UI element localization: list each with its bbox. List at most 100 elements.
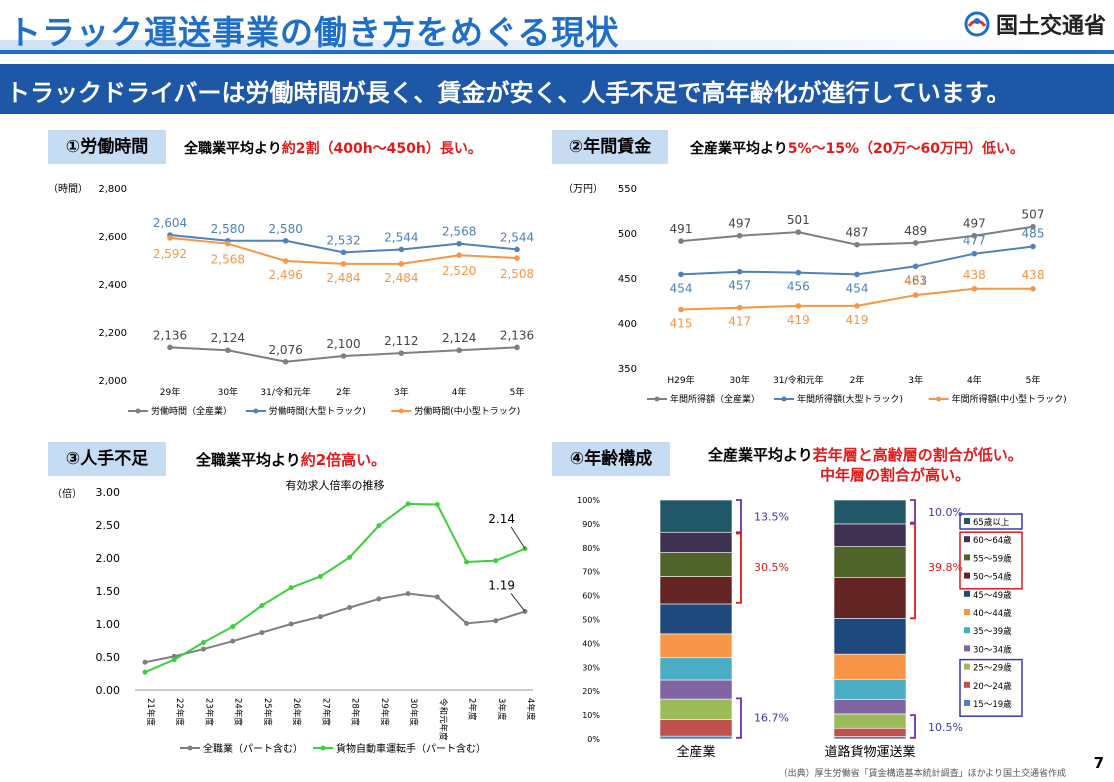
bar-segment [659, 531, 733, 553]
data-label: 457 [728, 279, 751, 293]
legend-marker [936, 396, 942, 402]
y-tick-label: 0% [587, 735, 600, 744]
legend-swatch [964, 663, 970, 670]
bracket [736, 532, 742, 604]
data-label: 2,484 [326, 271, 360, 285]
data-label: 497 [728, 217, 751, 231]
x-tick-label: H29年 [667, 374, 694, 386]
y-axis-unit: （時間） [48, 183, 88, 195]
data-point [854, 271, 860, 278]
summary-banner: トラックドライバーは労働時間が長く、賃金が安く、人手不足で高年齢化が進行していま… [0, 64, 1114, 114]
legend-group-box [959, 531, 1023, 590]
data-label: 485 [1022, 227, 1045, 241]
section-note-annual-wage: 全産業平均より5%～15%（20万～60万円）低い。 [690, 141, 1024, 157]
legend-group-box [959, 658, 1023, 717]
legend-swatch [964, 645, 970, 652]
bar-segment [659, 698, 733, 720]
section-label-working-hours: ①労働時間 [48, 130, 166, 164]
bar-segment [659, 603, 733, 635]
data-point [678, 271, 684, 278]
legend-label: 60～64歳 [973, 535, 1012, 546]
y-tick-label: 350 [618, 364, 637, 375]
data-point [259, 603, 265, 609]
section-label-labor-shortage: ③人手不足 [48, 442, 166, 476]
y-tick-label: 3.00 [96, 486, 121, 499]
data-point [376, 523, 382, 529]
data-label: 497 [963, 217, 986, 231]
data-label: 501 [787, 213, 810, 227]
section-label-annual-wage: ②年間賃金 [552, 130, 668, 164]
data-label: 489 [904, 224, 927, 238]
bracket-label: 10.5% [928, 721, 963, 734]
bracket-label: 39.8% [928, 561, 963, 574]
y-tick-label: 80% [582, 544, 600, 553]
age-composition-chart: 0% 10% 20% 30% 40% 50% 60% 70% 80% 90% 100% 全産業 道路貨物… [577, 496, 1023, 760]
data-point [678, 238, 684, 244]
end-label-truck-drivers: 2.14 [488, 512, 515, 526]
legend-label: 40～44歳 [973, 608, 1012, 619]
bar-segment [659, 679, 733, 700]
data-point [142, 659, 148, 665]
data-label: 438 [1022, 268, 1045, 282]
legend-label: 年間所得額(大型トラック) [797, 393, 903, 405]
x-tick-label: 23年度 [203, 698, 214, 726]
ministry-logo: 国土交通省 [964, 8, 1106, 40]
bar-segment [659, 552, 733, 577]
data-label: 2,136 [500, 328, 534, 342]
data-point [456, 240, 462, 247]
data-label: 438 [963, 268, 986, 282]
data-point [317, 573, 323, 579]
data-point [317, 614, 323, 620]
data-label: 2,076 [268, 343, 302, 357]
working-hours-chart: （時間） 2,000 2,200 2,400 2,600 2,800 29年 30年 31/令和… [48, 183, 534, 417]
y-tick-label: 2.00 [96, 552, 121, 565]
section-label-age-composition: ④年齢構成 [552, 442, 670, 476]
source-note: （出典）厚生労働省「賃金構造基本統計調査」ほかより国土交通省作成 [778, 769, 1066, 779]
legend-label: 65歳以上 [973, 517, 1010, 528]
bar-segment [659, 735, 733, 740]
x-tick-label: 4年度 [525, 698, 536, 721]
legend-swatch [964, 554, 970, 561]
bracket [910, 523, 916, 620]
data-point [514, 246, 520, 253]
data-point [795, 269, 802, 276]
legend-marker [398, 408, 404, 414]
y-tick-label: 50% [582, 616, 600, 625]
data-label: 2,592 [153, 247, 187, 261]
y-tick-label: 2,600 [98, 232, 127, 243]
data-label: 2,568 [211, 253, 245, 267]
bar-segment [659, 633, 733, 659]
data-point [854, 241, 860, 248]
bar-segment [833, 499, 907, 525]
y-axis-unit: （倍） [52, 487, 82, 500]
leader-line [510, 593, 526, 612]
bar-segment [659, 657, 733, 681]
legend-marker [781, 396, 787, 402]
data-label: 2,580 [211, 222, 245, 236]
bar-segment [833, 699, 907, 715]
data-label: 419 [846, 313, 869, 327]
legend-marker [135, 408, 141, 414]
data-label: 2,124 [442, 331, 476, 345]
bracket [910, 499, 916, 524]
x-tick-label: 27年度 [320, 698, 331, 726]
data-label: 2,124 [211, 331, 245, 345]
y-tick-label: 2,800 [98, 184, 127, 195]
data-point [736, 268, 743, 275]
x-tick-label: 31/令和元年 [773, 374, 824, 386]
bar-segment [659, 576, 733, 605]
bar-segment [659, 719, 733, 737]
bar-segment [833, 713, 907, 729]
bracket-label: 13.5% [754, 511, 789, 524]
x-tick-label: 2年 [336, 386, 351, 398]
job-offer-ratio-chart: 有効求人倍率の推移 （倍） 0.00 0.50 1.00 1.50 2.00 2.50 3.00… [52, 478, 536, 755]
x-tick-label: 2年度 [467, 698, 478, 721]
data-label: 2,496 [268, 268, 302, 282]
data-point [230, 638, 236, 644]
page-number: 7 [1093, 754, 1104, 772]
data-label: 2,532 [326, 233, 360, 247]
data-label: 2,520 [442, 264, 476, 278]
data-label: 454 [670, 281, 693, 295]
y-tick-label: 70% [582, 568, 600, 577]
legend-label: 労働時間（全産業） [151, 405, 232, 417]
